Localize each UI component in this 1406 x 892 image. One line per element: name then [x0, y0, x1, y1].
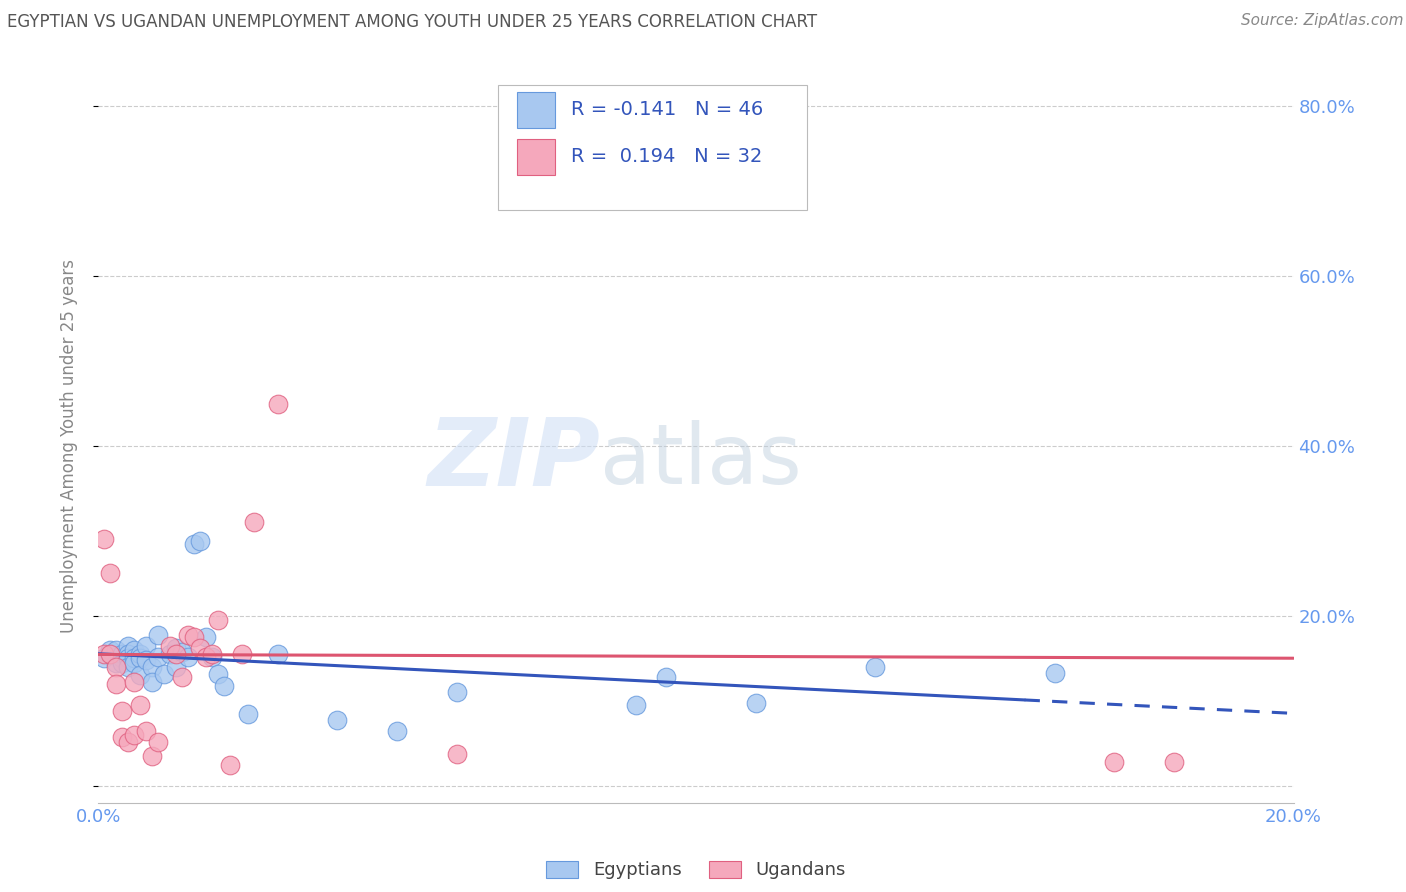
- Point: [188, 534, 211, 549]
- Point: [188, 641, 211, 656]
- Point: [135, 723, 157, 738]
- Point: [105, 643, 128, 657]
- Point: [93, 647, 115, 661]
- Point: [446, 747, 468, 761]
- Point: [100, 647, 122, 661]
- Point: [1043, 665, 1066, 680]
- Point: [267, 396, 290, 410]
- Point: [111, 651, 134, 665]
- Point: [865, 660, 887, 674]
- Point: [111, 730, 134, 744]
- Legend: Egyptians, Ugandans: Egyptians, Ugandans: [538, 854, 853, 887]
- Point: [93, 651, 115, 665]
- Point: [129, 651, 152, 665]
- Text: EGYPTIAN VS UGANDAN UNEMPLOYMENT AMONG YOUTH UNDER 25 YEARS CORRELATION CHART: EGYPTIAN VS UGANDAN UNEMPLOYMENT AMONG Y…: [7, 13, 817, 31]
- Point: [1163, 755, 1185, 769]
- Point: [117, 639, 139, 653]
- Point: [655, 670, 678, 684]
- Point: [183, 630, 205, 644]
- Point: [1104, 755, 1126, 769]
- Point: [100, 566, 122, 581]
- Point: [159, 639, 181, 653]
- Point: [177, 627, 200, 641]
- Point: [236, 706, 259, 721]
- Point: [141, 749, 163, 764]
- Point: [207, 666, 229, 681]
- Point: [124, 675, 146, 690]
- Point: [117, 651, 139, 665]
- Point: [117, 734, 139, 748]
- Point: [212, 679, 235, 693]
- Text: atlas: atlas: [600, 420, 801, 500]
- Point: [195, 630, 218, 644]
- Point: [129, 668, 152, 682]
- Point: [124, 651, 146, 665]
- Point: [165, 641, 187, 656]
- Point: [183, 537, 205, 551]
- Text: R = -0.141   N = 46: R = -0.141 N = 46: [571, 100, 763, 120]
- Y-axis label: Unemployment Among Youth under 25 years: Unemployment Among Youth under 25 years: [59, 259, 77, 633]
- Point: [231, 647, 253, 661]
- Point: [111, 656, 134, 670]
- Point: [165, 647, 187, 661]
- Point: [105, 656, 128, 670]
- Point: [124, 643, 146, 657]
- Point: [129, 647, 152, 661]
- Point: [124, 656, 146, 670]
- Text: R =  0.194   N = 32: R = 0.194 N = 32: [571, 147, 762, 167]
- Point: [172, 644, 194, 658]
- Point: [172, 670, 194, 684]
- Point: [117, 660, 139, 674]
- Point: [105, 660, 128, 674]
- Point: [201, 647, 224, 661]
- Point: [195, 649, 218, 664]
- Point: [111, 704, 134, 718]
- Text: ZIP: ZIP: [427, 414, 600, 507]
- Point: [135, 639, 157, 653]
- Point: [148, 734, 170, 748]
- Point: [626, 698, 648, 712]
- Point: [201, 649, 224, 664]
- Point: [219, 757, 242, 772]
- Point: [745, 696, 768, 710]
- Text: Source: ZipAtlas.com: Source: ZipAtlas.com: [1240, 13, 1403, 29]
- Point: [135, 653, 157, 667]
- Point: [385, 723, 409, 738]
- Point: [177, 649, 200, 664]
- Point: [129, 698, 152, 712]
- Point: [100, 643, 122, 657]
- Point: [153, 666, 176, 681]
- Point: [565, 188, 588, 202]
- Point: [446, 685, 468, 699]
- Point: [100, 647, 122, 661]
- Point: [159, 647, 181, 661]
- Point: [124, 728, 146, 742]
- Point: [326, 713, 349, 727]
- Point: [117, 647, 139, 661]
- Point: [105, 677, 128, 691]
- Point: [148, 627, 170, 641]
- Point: [267, 647, 290, 661]
- Point: [141, 660, 163, 674]
- Point: [165, 660, 187, 674]
- Point: [243, 516, 266, 530]
- Point: [148, 649, 170, 664]
- Point: [141, 675, 163, 690]
- Point: [111, 647, 134, 661]
- Point: [207, 613, 229, 627]
- Point: [93, 533, 115, 547]
